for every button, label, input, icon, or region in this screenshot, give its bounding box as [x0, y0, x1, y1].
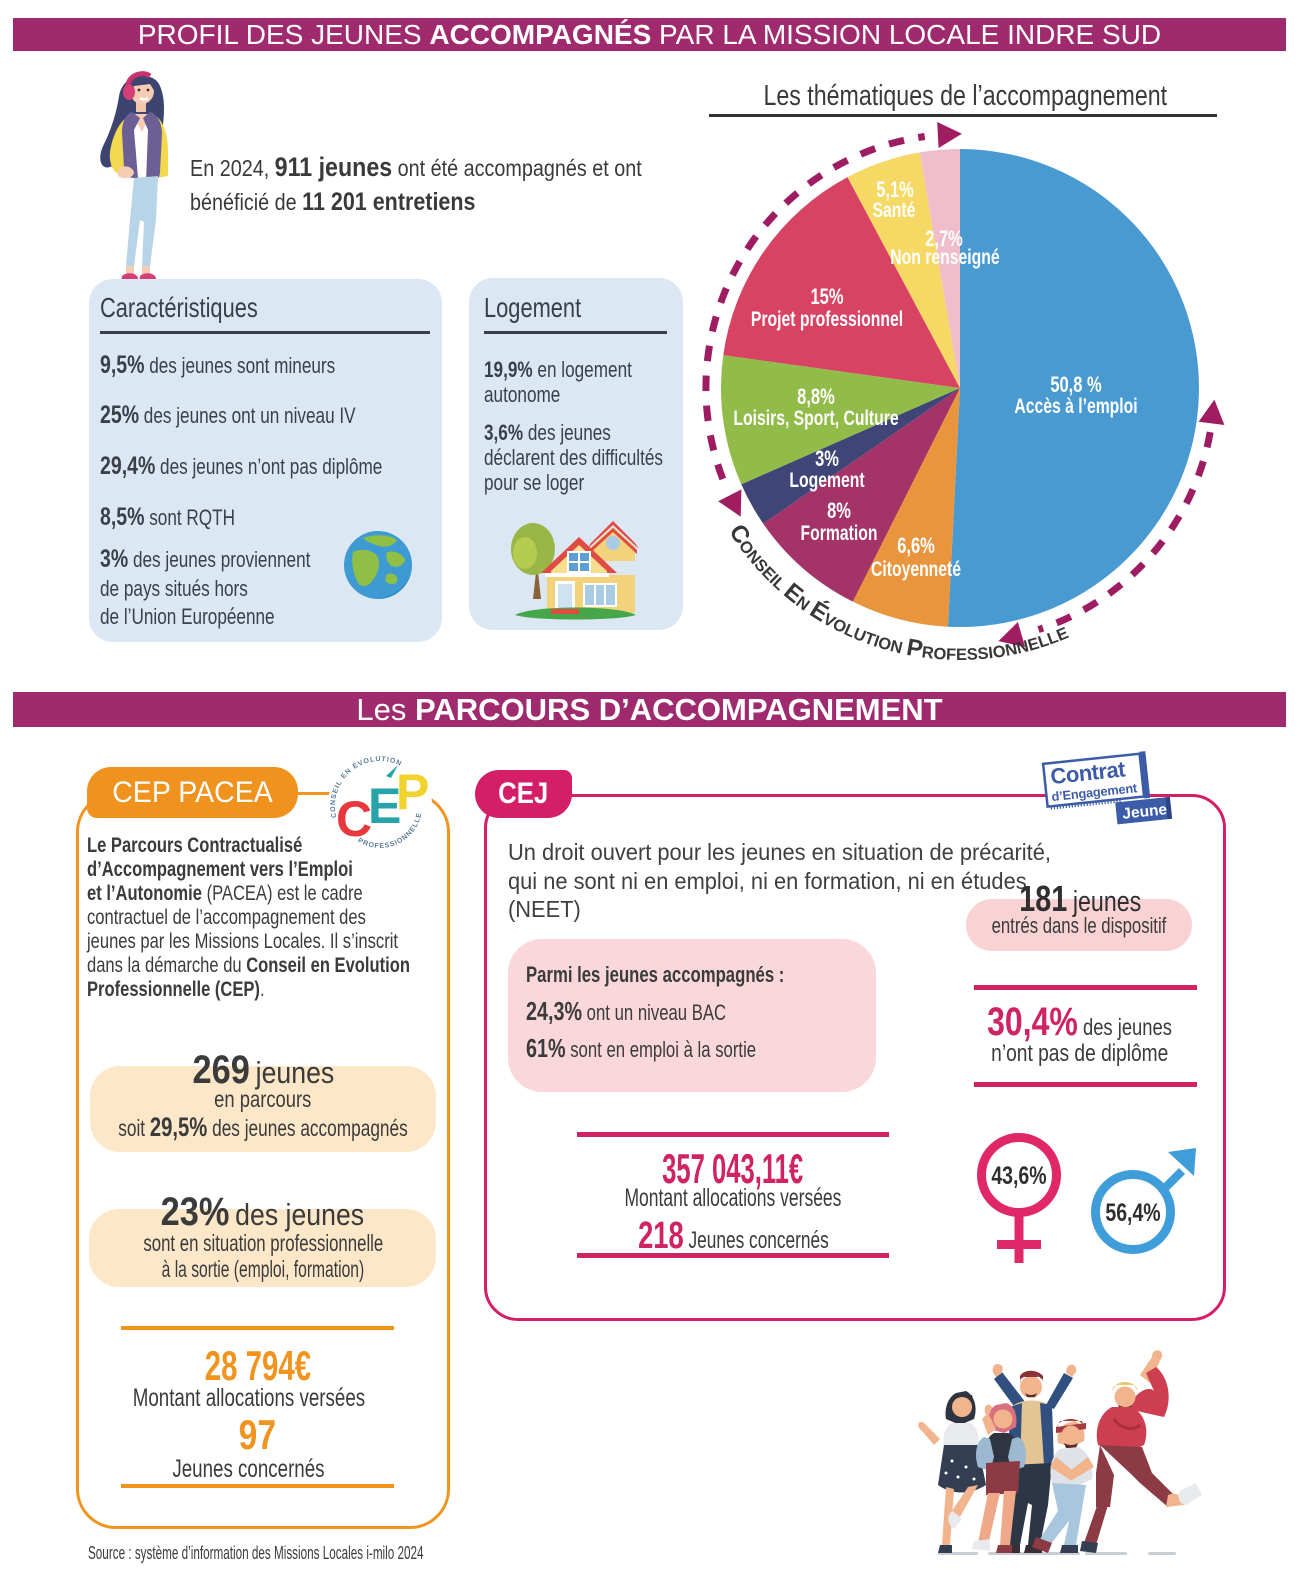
svg-text:15%: 15% — [810, 285, 843, 310]
svg-text:56,4%: 56,4% — [1105, 1199, 1160, 1227]
svg-text:Non renseigné: Non renseigné — [890, 245, 999, 269]
svg-text:8%: 8% — [827, 499, 851, 524]
svg-text:Logement: Logement — [789, 468, 864, 492]
svg-text:Santé: Santé — [873, 198, 916, 222]
svg-text:50,8 %: 50,8 % — [1050, 373, 1101, 398]
svg-text:Accès à l’emploi: Accès à l’emploi — [1014, 394, 1137, 418]
svg-text:Citoyenneté: Citoyenneté — [871, 557, 961, 581]
svg-text:6,6%: 6,6% — [897, 534, 935, 559]
svg-text:Projet professionnel: Projet professionnel — [751, 307, 903, 331]
svg-text:E: E — [368, 778, 401, 834]
svg-text:C: C — [336, 791, 372, 847]
svg-text:Formation: Formation — [801, 521, 878, 545]
svg-text:2,7%: 2,7% — [925, 227, 963, 252]
svg-text:8,8%: 8,8% — [797, 385, 835, 410]
svg-text:Loisirs, Sport, Culture: Loisirs, Sport, Culture — [733, 406, 898, 430]
svg-text:43,6%: 43,6% — [991, 1162, 1046, 1190]
svg-text:3%: 3% — [815, 447, 839, 472]
svg-text:P: P — [396, 764, 429, 820]
svg-text:5,1%: 5,1% — [876, 178, 914, 203]
svg-text:Jeune: Jeune — [1122, 801, 1169, 823]
